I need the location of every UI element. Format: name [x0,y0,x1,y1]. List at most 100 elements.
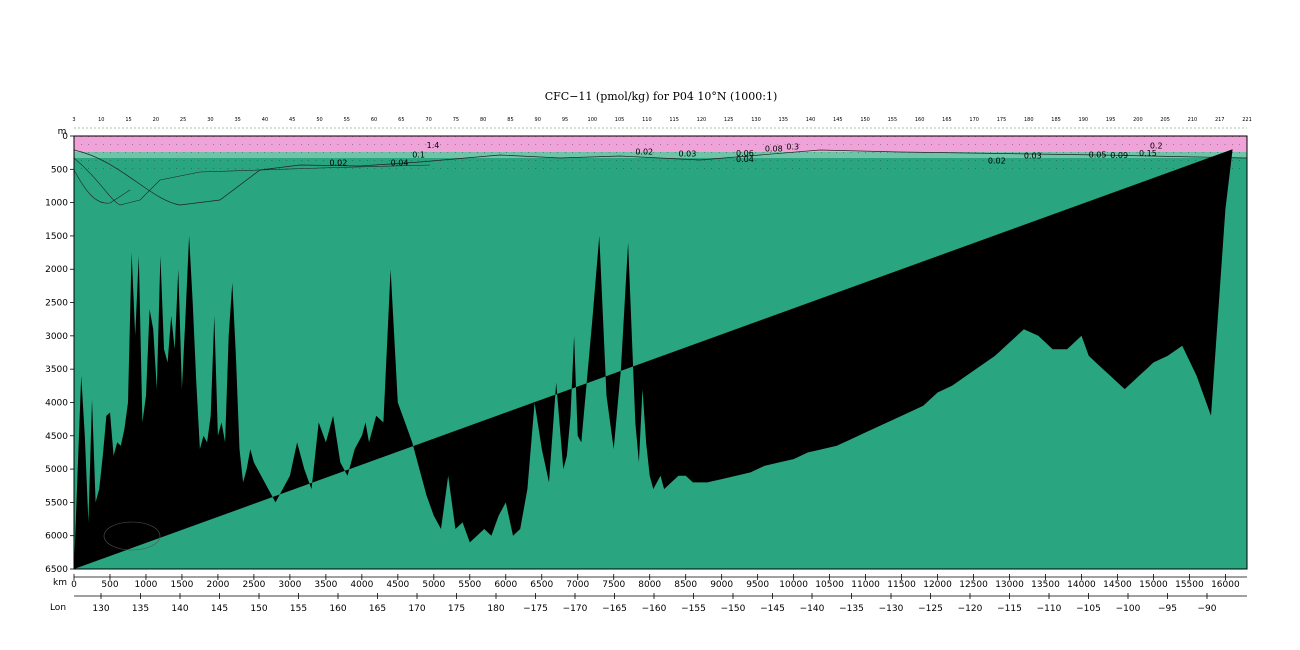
station-label: 160 [915,117,925,123]
station-label: 205 [1160,117,1170,123]
distance-tick-label: 16000 [1211,580,1240,590]
depth-tick-label: 5000 [45,465,68,475]
station-label: 115 [669,117,679,123]
distance-tick-label: 5500 [458,580,481,590]
lon-tick-label: 155 [290,604,307,614]
station-label: 70 [425,117,431,123]
station-label: 3 [72,117,75,123]
lon-tick-label: −90 [1198,604,1217,614]
depth-tick-label: 4000 [45,398,68,408]
contour-label: 0.04 [391,158,409,167]
lon-tick-label: −130 [879,604,904,614]
station-label: 55 [344,117,350,123]
whpo-logo [103,521,161,551]
station-label: 195 [1106,117,1116,123]
contour-label: 0.06 [736,149,754,158]
station-label: 155 [888,117,898,123]
bathymetry-seafloor [74,149,1233,569]
contour-label: 0.2 [1150,142,1163,151]
depth-tick-label: 4500 [45,432,68,442]
lon-tick-label: 165 [369,604,386,614]
station-label: 15 [125,117,131,123]
distance-tick-label: 2000 [206,580,229,590]
contour-label: 0.3 [786,142,799,151]
station-label: 75 [453,117,459,123]
station-label: 95 [562,117,568,123]
distance-tick-label: 7500 [602,580,625,590]
station-label: 25 [180,117,186,123]
station-label: 217 [1215,117,1225,123]
distance-axis: 0 500 1000 1500 2000 2500 3000 3500 4000 4500 5000… [71,574,1247,590]
contour-label: 0.04 [736,155,754,164]
distance-tick-label: 10500 [815,580,844,590]
depth-axis: 0 500 1000 1500 2000 2500 3000 3500 4000 4500 5000… [45,132,74,575]
station-label: 60 [371,117,377,123]
lon-tick-label: 140 [171,604,188,614]
lon-tick-label: 180 [487,604,504,614]
lon-tick-label: 130 [92,604,109,614]
depth-tick-label: 3500 [45,365,68,375]
station-label: 10 [98,117,104,123]
lon-tick-label: −165 [602,604,627,614]
lon-tick-label: −95 [1158,604,1177,614]
distance-tick-label: 1000 [135,580,158,590]
distance-tick-label: 11500 [887,580,916,590]
contour-label: 0.02 [988,156,1006,165]
distance-tick-label: 6500 [530,580,553,590]
distance-tick-label: 4000 [350,580,373,590]
contour-line [74,169,131,204]
distance-tick-label: 9000 [710,580,733,590]
depth-tick-label: 0 [62,132,68,142]
depth-tick-label: 500 [51,165,68,175]
distance-tick-label: 10000 [779,580,808,590]
upper-contour-band [74,152,1247,158]
contour-label: 0.02 [329,158,347,167]
contour-label: 0.03 [1024,152,1042,161]
depth-tick-label: 6000 [45,532,68,542]
lon-axis-label: Lon [50,603,66,613]
logo-ring [103,521,161,551]
station-label: 200 [1133,117,1143,123]
contour-label: 0.05 [1089,150,1107,159]
contour-line [74,157,431,206]
distance-tick-label: 15000 [1139,580,1168,590]
distance-tick-label: 4500 [386,580,409,590]
station-label: 135 [778,117,788,123]
station-label: 30 [207,117,213,123]
station-label: 50 [316,117,322,123]
station-label: 90 [535,117,541,123]
distance-tick-label: 9500 [746,580,769,590]
station-label: 130 [751,117,761,123]
depth-tick-label: 1000 [45,199,68,209]
distance-tick-label: 14500 [1103,580,1132,590]
station-label: 110 [642,117,652,123]
depth-tick-label: 6500 [45,565,68,575]
distance-unit-label: km [53,578,67,588]
distance-tick-label: 3000 [278,580,301,590]
station-label: 175 [997,117,1007,123]
depth-tick-label: 2500 [45,299,68,309]
station-label: 185 [1051,117,1061,123]
station-label: 85 [507,117,513,123]
station-label: 120 [697,117,707,123]
lon-tick-label: −105 [1076,604,1101,614]
plot-area: 0.02 0.040.11.40.02 0.03 0.060.040.08 0.30.0… [74,136,1247,569]
distance-tick-label: 3500 [314,580,337,590]
station-label: 65 [398,117,404,123]
depth-tick-label: 1500 [45,232,68,242]
station-label: 35 [234,117,240,123]
lon-tick-label: 160 [329,604,346,614]
contour-label: 1.4 [427,141,440,150]
station-label: 140 [806,117,816,123]
station-label: 165 [942,117,952,123]
station-label: 145 [833,117,843,123]
distance-tick-label: 2500 [242,580,265,590]
distance-tick-label: 6000 [494,580,517,590]
distance-tick-label: 13500 [1031,580,1060,590]
lon-tick-label: 135 [132,604,149,614]
plot-frame [73,135,1248,570]
distance-tick-label: 14000 [1067,580,1096,590]
station-labels: 3 10 15 20 25 30 35 40 45 50 55 60 65 70 75 80 85 90 95 100… [72,117,1252,129]
contour-label: 0.02 [635,148,653,157]
